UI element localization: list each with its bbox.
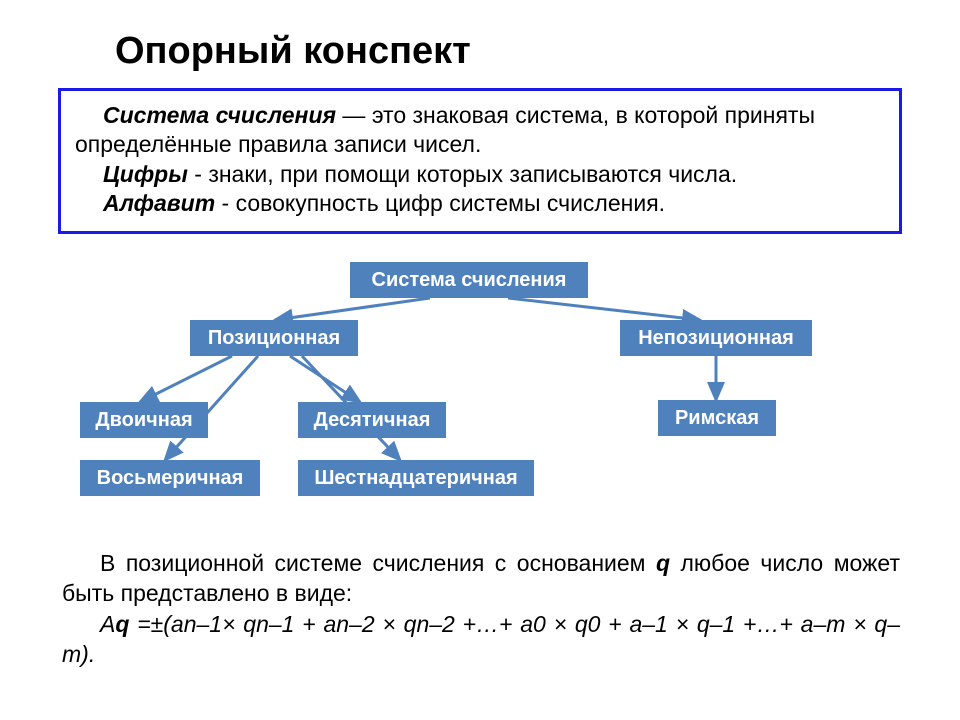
formula-line: Aq =±(an–1× qn–1 + an–2 × qn–2 +…+ a0 × … [62,609,900,670]
node-roman: Римская [658,400,776,436]
node-positional: Позиционная [190,320,358,356]
formula-intro: В позиционной системе счисления с основа… [62,548,900,609]
var-A: A [100,611,115,637]
node-binary: Двоичная [80,402,208,438]
formula-block: В позиционной системе счисления с основа… [62,548,900,669]
node-hex: Шестнадцатеричная [298,460,534,496]
formula-body: =±(an–1× qn–1 + an–2 × qn–2 +…+ a0 × q0 … [62,611,900,667]
node-decimal: Десятичная [298,402,446,438]
var-q: q [115,611,129,637]
node-octal: Восьмеричная [80,460,260,496]
node-nonpositional: Непозиционная [620,320,812,356]
var-q: q [656,550,670,576]
text-run: В позиционной системе счисления с основа… [100,550,656,576]
node-root: Система счисления [350,262,588,298]
